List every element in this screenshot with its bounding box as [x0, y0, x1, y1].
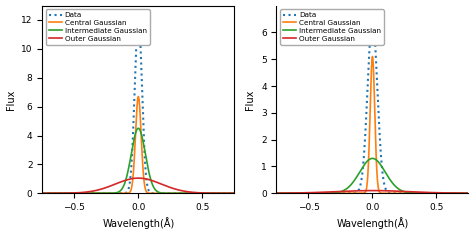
- Intermediate Gaussian: [389, 180, 394, 183]
- Outer Gaussian: [183, 190, 189, 193]
- Central Gaussian: [39, 192, 45, 195]
- Outer Gaussian: [39, 192, 45, 195]
- Central Gaussian: [113, 192, 118, 195]
- Central Gaussian: [417, 192, 423, 195]
- Outer Gaussian: [399, 190, 404, 193]
- Data: [417, 192, 423, 195]
- Intermediate Gaussian: [155, 190, 160, 193]
- Outer Gaussian: [136, 177, 141, 180]
- X-axis label: Wavelength(Å): Wavelength(Å): [337, 218, 409, 229]
- Outer Gaussian: [197, 192, 203, 194]
- Outer Gaussian: [389, 189, 394, 192]
- Intermediate Gaussian: [465, 192, 471, 195]
- Outer Gaussian: [273, 192, 279, 195]
- Data: [273, 192, 279, 195]
- Intermediate Gaussian: [197, 192, 203, 195]
- Y-axis label: Flux: Flux: [6, 89, 16, 110]
- Data: [465, 192, 471, 195]
- Outer Gaussian: [347, 190, 353, 192]
- Line: Central Gaussian: Central Gaussian: [42, 97, 234, 193]
- Outer Gaussian: [465, 192, 471, 195]
- Intermediate Gaussian: [309, 192, 314, 195]
- Central Gaussian: [231, 192, 237, 195]
- Central Gaussian: [465, 192, 471, 195]
- Data: [399, 192, 404, 195]
- Central Gaussian: [74, 192, 80, 195]
- Outer Gaussian: [309, 191, 314, 194]
- Intermediate Gaussian: [399, 189, 404, 192]
- Data: [39, 192, 45, 195]
- Central Gaussian: [370, 55, 375, 58]
- Data: [155, 192, 160, 195]
- Intermediate Gaussian: [183, 192, 189, 195]
- Line: Outer Gaussian: Outer Gaussian: [42, 178, 234, 193]
- Legend: Data, Central Gaussian, Intermediate Gaussian, Outer Gaussian: Data, Central Gaussian, Intermediate Gau…: [46, 9, 150, 45]
- Outer Gaussian: [417, 191, 423, 194]
- Central Gaussian: [136, 95, 141, 98]
- Intermediate Gaussian: [417, 192, 423, 195]
- Outer Gaussian: [74, 191, 80, 194]
- Data: [370, 18, 375, 20]
- Outer Gaussian: [370, 189, 375, 192]
- Data: [136, 14, 141, 17]
- Data: [231, 192, 237, 195]
- Data: [197, 192, 203, 195]
- Line: Central Gaussian: Central Gaussian: [276, 56, 468, 193]
- Data: [431, 192, 437, 195]
- Central Gaussian: [197, 192, 203, 195]
- Data: [309, 192, 314, 195]
- Line: Intermediate Gaussian: Intermediate Gaussian: [276, 158, 468, 193]
- Central Gaussian: [399, 192, 404, 195]
- Y-axis label: Flux: Flux: [246, 89, 255, 110]
- Central Gaussian: [347, 192, 353, 195]
- Intermediate Gaussian: [431, 192, 437, 195]
- Intermediate Gaussian: [164, 192, 170, 195]
- Data: [389, 192, 394, 195]
- Central Gaussian: [155, 192, 160, 195]
- Outer Gaussian: [155, 181, 160, 184]
- Data: [183, 192, 189, 195]
- Outer Gaussian: [113, 183, 118, 185]
- Outer Gaussian: [431, 191, 437, 194]
- Intermediate Gaussian: [113, 192, 118, 194]
- Line: Intermediate Gaussian: Intermediate Gaussian: [42, 128, 234, 193]
- Legend: Data, Central Gaussian, Intermediate Gaussian, Outer Gaussian: Data, Central Gaussian, Intermediate Gau…: [280, 9, 384, 45]
- Central Gaussian: [164, 192, 170, 195]
- Central Gaussian: [273, 192, 279, 195]
- Central Gaussian: [431, 192, 437, 195]
- X-axis label: Wavelength(Å): Wavelength(Å): [102, 218, 174, 229]
- Central Gaussian: [309, 192, 314, 195]
- Intermediate Gaussian: [231, 192, 237, 195]
- Intermediate Gaussian: [39, 192, 45, 195]
- Intermediate Gaussian: [136, 127, 141, 130]
- Line: Data: Data: [42, 16, 234, 193]
- Intermediate Gaussian: [347, 184, 353, 187]
- Intermediate Gaussian: [74, 192, 80, 195]
- Data: [113, 192, 118, 195]
- Outer Gaussian: [231, 192, 237, 195]
- Data: [347, 192, 353, 195]
- Data: [164, 192, 170, 195]
- Intermediate Gaussian: [370, 157, 375, 160]
- Outer Gaussian: [164, 185, 170, 188]
- Line: Data: Data: [276, 19, 468, 193]
- Central Gaussian: [183, 192, 189, 195]
- Line: Outer Gaussian: Outer Gaussian: [276, 191, 468, 193]
- Intermediate Gaussian: [273, 192, 279, 195]
- Data: [74, 192, 80, 195]
- Central Gaussian: [389, 192, 394, 195]
